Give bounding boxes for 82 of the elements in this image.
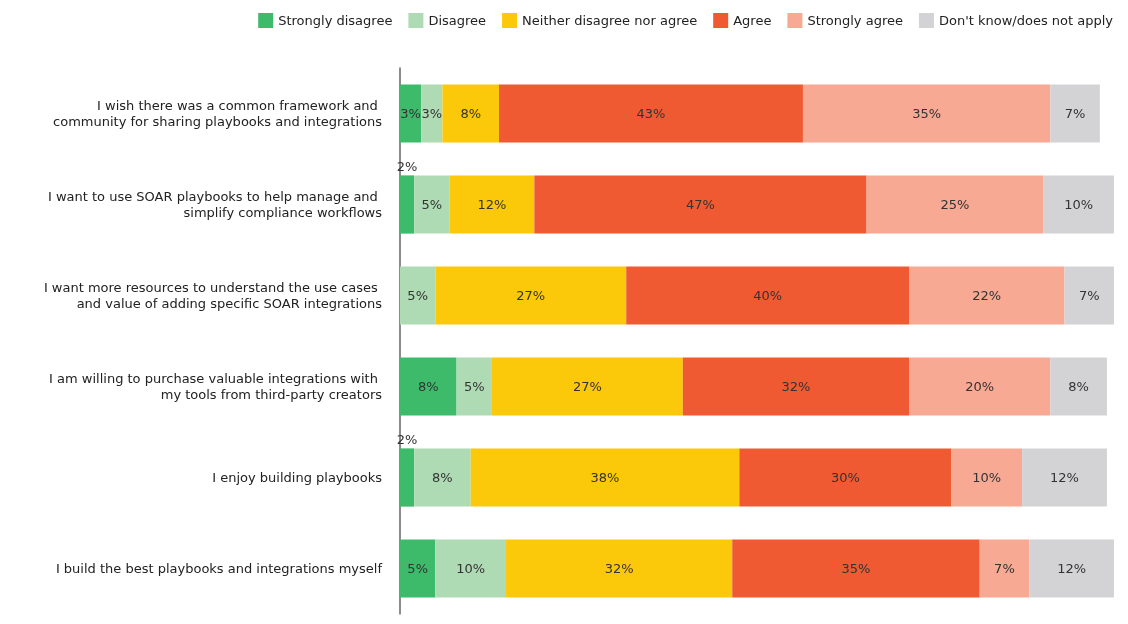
bar bbox=[491, 357, 683, 416]
y-tick-label: I am willing to purchase valuable integrations with my tools from third-party creators bbox=[49, 371, 383, 402]
data-label: 30% bbox=[830, 470, 860, 485]
bar bbox=[435, 539, 507, 598]
bar bbox=[732, 539, 980, 598]
legend-label: Don't know/does not apply bbox=[938, 13, 1114, 28]
data-label: 7% bbox=[1078, 288, 1100, 303]
bar bbox=[400, 84, 422, 143]
data-label: 8% bbox=[432, 470, 453, 485]
legend-label: Strongly agree bbox=[807, 13, 903, 28]
bar bbox=[739, 448, 952, 507]
data-label: 7% bbox=[994, 561, 1015, 576]
data-label: 10% bbox=[456, 561, 486, 576]
data-label: 35% bbox=[912, 106, 942, 121]
legend-label: Strongly disagree bbox=[278, 13, 393, 28]
data-label: 2% bbox=[396, 159, 418, 175]
data-label: 12% bbox=[477, 197, 507, 212]
bar bbox=[979, 539, 1030, 598]
data-label: 8% bbox=[460, 106, 482, 121]
data-label: 8% bbox=[417, 379, 439, 394]
bar bbox=[498, 84, 803, 143]
data-label: 27% bbox=[572, 379, 602, 394]
bar bbox=[866, 175, 1044, 234]
bar bbox=[908, 266, 1065, 325]
bar bbox=[421, 84, 443, 143]
y-tick-label: I want more resources to understand the use cases and value of adding specific SOAR integrations bbox=[43, 280, 383, 311]
y-tick-label: I want to use SOAR playbooks to help manage and simplify compliance workflows bbox=[47, 189, 383, 220]
data-label: 20% bbox=[965, 379, 995, 394]
data-label: 8% bbox=[1068, 379, 1089, 394]
bar bbox=[414, 175, 450, 234]
data-label: 12% bbox=[1050, 470, 1079, 485]
data-label: 7% bbox=[1064, 106, 1086, 121]
data-label: 40% bbox=[753, 288, 783, 303]
data-label: 5% bbox=[463, 379, 485, 394]
data-label: 25% bbox=[940, 197, 970, 212]
data-label: 12% bbox=[1057, 561, 1087, 576]
data-label: 10% bbox=[1064, 197, 1094, 212]
bar bbox=[400, 266, 436, 325]
bar bbox=[400, 357, 457, 416]
bar bbox=[802, 84, 1051, 143]
data-label: 10% bbox=[972, 470, 1002, 485]
bar bbox=[951, 448, 1023, 507]
y-tick-label: I wish there was a common framework and community for sharing playbooks and integrations bbox=[53, 98, 383, 129]
bar bbox=[400, 175, 415, 234]
data-label: 32% bbox=[781, 379, 811, 394]
bar bbox=[470, 448, 740, 507]
data-label: 35% bbox=[841, 561, 871, 576]
data-label: 32% bbox=[604, 561, 634, 576]
data-label: 5% bbox=[407, 561, 428, 576]
data-label: 5% bbox=[407, 288, 428, 303]
bar bbox=[1064, 266, 1114, 325]
bar bbox=[456, 357, 492, 416]
bar bbox=[400, 539, 436, 598]
bar bbox=[1050, 84, 1100, 143]
bar bbox=[534, 175, 867, 234]
y-tick-label: I enjoy building playbooks bbox=[212, 470, 383, 485]
bar bbox=[626, 266, 909, 325]
data-label: 47% bbox=[685, 197, 715, 212]
legend-label: Neither disagree nor agree bbox=[522, 13, 698, 28]
bar bbox=[1022, 448, 1107, 507]
data-label: 3% bbox=[421, 106, 443, 121]
bar bbox=[435, 266, 627, 325]
data-label: 38% bbox=[590, 470, 620, 485]
bar bbox=[400, 448, 415, 507]
bar bbox=[1050, 357, 1107, 416]
y-tick-label: I build the best playbooks and integrations myself bbox=[55, 561, 383, 576]
bar bbox=[1029, 539, 1114, 598]
data-label: 27% bbox=[516, 288, 546, 303]
data-label: 3% bbox=[400, 106, 421, 121]
legend-label: Disagree bbox=[428, 13, 487, 28]
bar bbox=[449, 175, 535, 234]
bar bbox=[414, 448, 471, 507]
data-label: 2% bbox=[396, 432, 418, 448]
data-label: 43% bbox=[636, 106, 666, 121]
bar bbox=[442, 84, 499, 143]
data-label: 22% bbox=[972, 288, 1002, 303]
bar bbox=[506, 539, 733, 598]
data-label: 5% bbox=[421, 197, 443, 212]
bar bbox=[908, 357, 1051, 416]
bar bbox=[1043, 175, 1114, 234]
bar bbox=[682, 357, 909, 416]
legend-label: Agree bbox=[733, 13, 772, 28]
